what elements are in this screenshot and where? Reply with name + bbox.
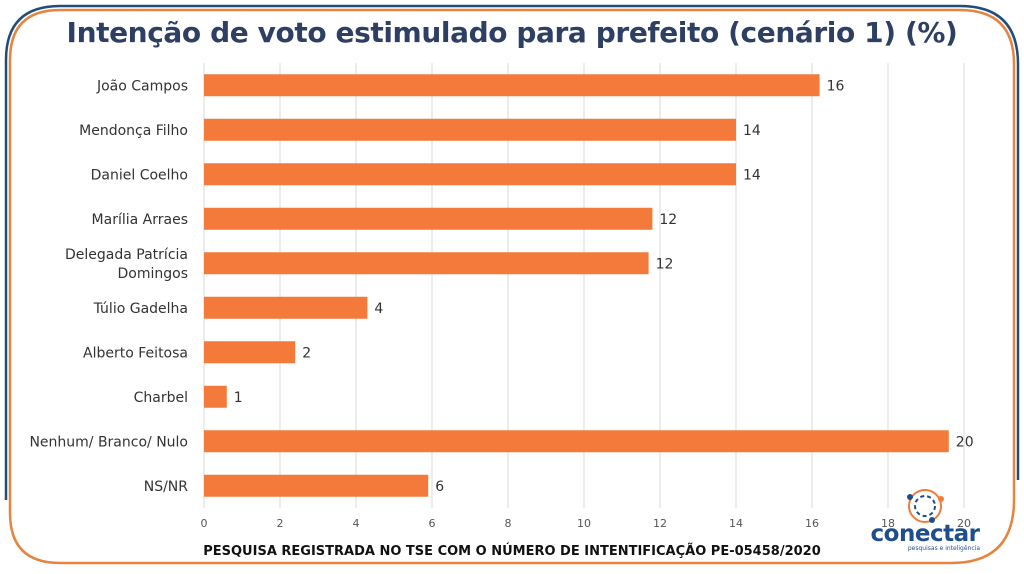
data-label: 4 [374, 301, 383, 317]
data-label: 16 [827, 78, 845, 94]
logo-wordmark: conectar [870, 521, 980, 547]
bar [204, 252, 649, 275]
logo-mark-icon [907, 489, 944, 523]
x-tick-label: 16 [805, 517, 819, 530]
bar [204, 385, 227, 408]
category-label: Alberto Feitosa [83, 345, 188, 361]
data-label: 12 [656, 256, 674, 272]
data-label: 20 [956, 434, 974, 450]
category-label: Daniel Coelho [91, 167, 188, 183]
data-label: 12 [659, 212, 677, 228]
bar [204, 474, 429, 497]
category-label: NS/NR [144, 479, 189, 495]
frame-orange-border [8, 8, 1016, 565]
conectar-logo: conectar pesquisas e inteligência [870, 487, 980, 553]
x-tick-label: 14 [729, 517, 743, 530]
category-label: Nenhum/ Branco/ Nulo [29, 434, 188, 450]
logo-tagline: pesquisas e inteligência [907, 545, 980, 552]
category-label: Charbel [134, 390, 188, 406]
bar [204, 430, 949, 453]
frame-blue-border [4, 4, 1020, 500]
bar [204, 163, 736, 186]
category-label: Marília Arraes [92, 212, 188, 228]
x-tick-label: 18 [881, 517, 895, 530]
category-label: João Campos [96, 78, 188, 94]
x-tick-label: 20 [957, 517, 971, 530]
x-tick-label: 10 [577, 517, 591, 530]
chart-title: Intenção de voto estimulado para prefeit… [66, 16, 958, 49]
data-label: 14 [743, 123, 761, 139]
bar [204, 207, 653, 230]
data-label: 6 [435, 479, 444, 495]
bar [204, 341, 296, 364]
registration-note: PESQUISA REGISTRADA NO TSE COM O NÚMERO … [203, 544, 821, 559]
x-tick-label: 6 [429, 517, 436, 530]
bar [204, 74, 820, 97]
category-label: Túlio Gadelha [93, 301, 188, 317]
data-label: 1 [234, 390, 243, 406]
x-tick-label: 0 [201, 517, 208, 530]
category-label: Mendonça Filho [79, 123, 188, 139]
category-label: Delegada Patrícia Domingos [65, 247, 188, 282]
x-tick-label: 8 [505, 517, 512, 530]
x-tick-label: 2 [277, 517, 284, 530]
x-tick-label: 12 [653, 517, 667, 530]
data-label: 14 [743, 167, 761, 183]
bar [204, 118, 736, 141]
bar [204, 296, 368, 319]
x-tick-label: 4 [353, 517, 360, 530]
data-label: 2 [302, 345, 311, 361]
